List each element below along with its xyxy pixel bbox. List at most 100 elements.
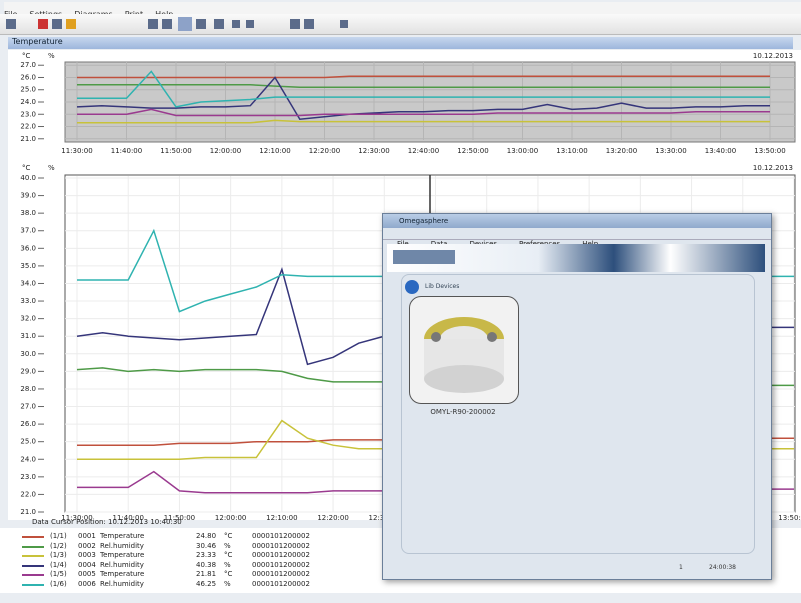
table-cell: 0000101200002 [252,561,310,569]
table-cell: 46.25 [196,580,216,588]
legend-swatch [22,546,44,548]
legend-swatch [22,536,44,538]
legend-swatch [22,555,44,557]
x-tick-label: 11:40:00 [111,147,142,155]
y-tick-label: 38.0 [20,209,36,217]
y-tick-label: 21.0 [20,508,36,516]
y-tick-label: 22.0 [20,490,36,498]
x-tick-label: 12:00:00 [210,147,241,155]
x-tick-label: 12:30:00 [358,147,389,155]
table-cell: % [224,561,231,569]
table-cell: % [224,580,231,588]
table-cell: 0000101200002 [252,570,310,578]
table-cell: (1/6) [50,580,67,588]
table-cell: 0000101200002 [252,542,310,550]
x-tick-label: 13:50:00 [754,147,785,155]
table-cell: 0000101200002 [252,532,310,540]
y-tick-label: 33.0 [20,297,36,305]
table-cell: Rel.humidity [100,561,144,569]
popup-window: Omegasphere FileDataDevicesPreferencesHe… [382,213,772,580]
device-screw [487,332,497,342]
x-tick-label: 11:30:00 [61,147,92,155]
y-tick-label: 24.0 [20,455,36,463]
cursor-position: Data Cursor Position: 10.12.2013 10:40:3… [32,518,182,526]
x-tick-label: 12:20:00 [309,147,340,155]
y2-axis-unit: % [48,164,55,172]
popup-menu: FileDataDevicesPreferencesHelp [383,228,771,240]
table-cell: (1/4) [50,561,67,569]
table-cell: Temperature [100,551,144,559]
y-tick-label: 27.0 [20,403,36,411]
y-tick-label: 39.0 [20,192,36,200]
table-cell: 0000101200002 [252,551,310,559]
table-cell: 23.33 [196,551,216,559]
chart-date: 10.12.2013 [753,164,793,172]
x-tick-label: 13:20:00 [606,147,637,155]
chart-date: 10.12.2013 [753,52,793,60]
status-time: 24:00:38 [709,564,736,571]
table-cell: 0004 [78,561,96,569]
table-cell: (1/1) [50,532,67,540]
y-tick-label: 28.0 [20,385,36,393]
x-tick-label: 11:50:00 [160,147,191,155]
popup-title: Omegasphere [383,214,771,228]
y-tick-label: 32.0 [20,315,36,323]
table-cell: 0000101200002 [252,580,310,588]
x-tick-label: 12:00:00 [215,514,246,522]
y-tick-label: 36.0 [20,244,36,252]
y-tick-label: 24.0 [20,98,36,106]
table-cell: 30.46 [196,542,216,550]
status-count: 1 [679,564,683,571]
y-tick-label: 26.0 [20,73,36,81]
y-tick-label: 30.0 [20,350,36,358]
table-cell: 0001 [78,532,96,540]
table-cell: 0002 [78,542,96,550]
y-tick-label: 25.0 [20,86,36,94]
table-cell: Rel.humidity [100,580,144,588]
table-cell: °C [224,532,232,540]
device-base [424,365,504,393]
y-axis-unit: °C [22,164,31,172]
y-axis-unit: °C [22,52,31,60]
y-tick-label: 34.0 [20,279,36,287]
table-cell: Temperature [100,570,144,578]
device-label: OMYL-R90-200002 [405,408,521,416]
x-tick-label: 13:30:00 [655,147,686,155]
y-tick-label: 22.0 [20,123,36,131]
legend-swatch [22,565,44,567]
table-cell: 21.81 [196,570,216,578]
table-cell: 0003 [78,551,96,559]
y-tick-label: 26.0 [20,420,36,428]
y-tick-label: 37.0 [20,227,36,235]
table-cell: Rel.humidity [100,542,144,550]
legend-swatch [22,574,44,576]
y-tick-label: 23.0 [20,110,36,118]
table-cell: Temperature [100,532,144,540]
y-tick-label: 35.0 [20,262,36,270]
x-tick-label: 12:20:00 [317,514,348,522]
x-tick-label: 13:00:00 [507,147,538,155]
table-cell: 40.38 [196,561,216,569]
y-tick-label: 25.0 [20,438,36,446]
table-cell: °C [224,570,232,578]
table-cell: (1/3) [50,551,67,559]
y-tick-label: 27.0 [20,61,36,69]
device-card[interactable] [409,296,519,404]
device-screw [431,332,441,342]
popup-banner [387,244,765,272]
y-tick-label: 29.0 [20,367,36,375]
x-tick-label: 13:50:00 [778,514,801,522]
legend-swatch [22,584,44,586]
x-tick-label: 12:40:00 [408,147,439,155]
x-tick-label: 13:40:00 [705,147,736,155]
x-tick-label: 12:10:00 [259,147,290,155]
x-tick-label: 12:50:00 [457,147,488,155]
x-tick-label: 12:10:00 [266,514,297,522]
y-tick-label: 23.0 [20,473,36,481]
table-cell: % [224,542,231,550]
y-tick-label: 21.0 [20,135,36,143]
y-tick-label: 31.0 [20,332,36,340]
device-image [410,297,518,403]
table-cell: °C [224,551,232,559]
banner-button[interactable] [393,250,455,264]
